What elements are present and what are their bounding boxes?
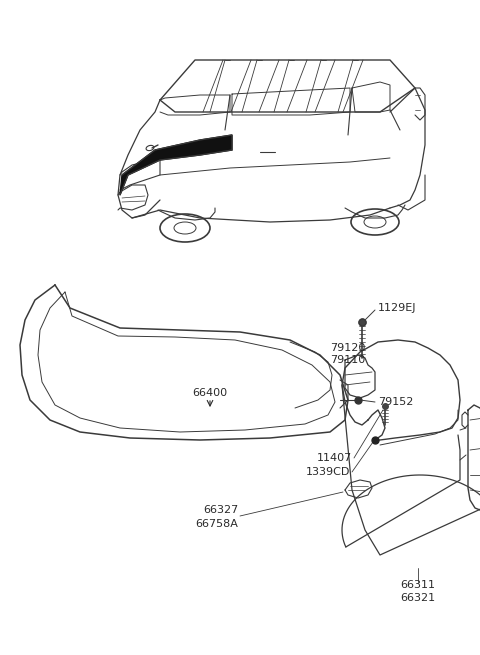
Text: 1129EJ: 1129EJ xyxy=(378,303,417,313)
Text: 66321: 66321 xyxy=(400,593,435,603)
Text: 79110: 79110 xyxy=(330,355,365,365)
Text: 66311: 66311 xyxy=(400,580,435,590)
Text: 79120: 79120 xyxy=(330,343,365,353)
Text: 11407: 11407 xyxy=(317,453,352,463)
Text: 1339CD: 1339CD xyxy=(306,467,350,477)
Text: 66400: 66400 xyxy=(192,388,228,398)
Text: 66327: 66327 xyxy=(203,505,238,515)
Polygon shape xyxy=(120,135,232,195)
Text: 66758A: 66758A xyxy=(195,519,238,529)
Text: 79152: 79152 xyxy=(378,397,413,407)
